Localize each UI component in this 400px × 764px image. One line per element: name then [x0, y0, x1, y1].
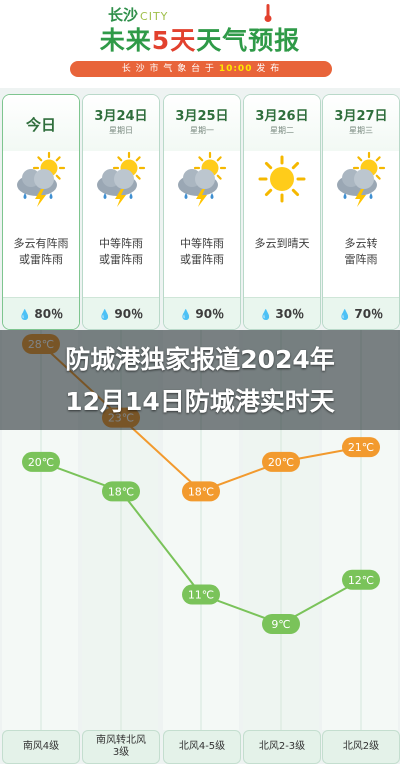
high-temp-point: [342, 437, 380, 458]
headline-overlay: 防城港独家报道2024年 12月14日防城港实时天: [0, 330, 400, 430]
raindrop-icon: 💧: [18, 310, 31, 321]
city-name: 长沙: [108, 6, 139, 24]
cloud-sun-thunder-rain-icon: [178, 151, 227, 207]
rain-probability: 💧 70％: [323, 297, 399, 329]
day-condition: 多云到晴天: [254, 237, 310, 250]
day-card: 今日 多云有阵雨 或雷阵雨 💧 80％: [2, 94, 80, 330]
day-card: 3月27日 星期三 多云转 雷阵雨 💧 70％: [322, 94, 400, 330]
low-temp-point: [182, 584, 220, 605]
page-title: 未来5天天气预报: [99, 26, 301, 55]
low-temp-point: [102, 481, 140, 502]
rain-probability: 💧 90％: [164, 297, 240, 329]
cloud-sun-thunder-rain-icon: [337, 151, 386, 207]
card-header: [244, 95, 320, 151]
day-card: 3月25日 星期一 中等阵雨 或雷阵雨 💧 90％: [163, 94, 241, 330]
day-condition: 多云有阵雨 或雷阵雨: [13, 237, 69, 266]
raindrop-icon: 💧: [338, 310, 351, 321]
rain-probability: 💧 90％: [83, 297, 159, 329]
day-date: 3月26日: [255, 109, 309, 124]
wind-label: 北风2级: [322, 730, 400, 764]
headline-line-2: 12月14日防城港实时天: [65, 387, 335, 416]
day-condition: 中等阵雨 或雷阵雨: [99, 237, 143, 266]
city-en-label: CITY: [140, 10, 169, 23]
day-date: 3月25日: [175, 109, 229, 124]
day-weekday: 星期日: [109, 126, 133, 135]
headline-line-1: 防城港独家报道2024年: [65, 345, 335, 374]
day-date: 3月24日: [94, 109, 148, 124]
raindrop-icon: 💧: [179, 310, 192, 321]
rain-probability: 💧 30％: [244, 297, 320, 329]
low-temp-label: 20℃: [28, 456, 54, 469]
day-weekday: 星期一: [190, 126, 214, 135]
card-header: [164, 95, 240, 151]
low-temp-label: 18℃: [108, 485, 134, 498]
high-temp-label: 21℃: [348, 441, 374, 454]
low-temp-label: 12℃: [348, 574, 374, 587]
low-temp-point: [262, 614, 300, 634]
day-condition: 中等阵雨 或雷阵雨: [180, 237, 224, 266]
day-condition: 多云转 雷阵雨: [344, 237, 378, 266]
card-header: [3, 95, 79, 151]
cloud-sun-thunder-rain-icon: [97, 151, 146, 207]
card-header: [83, 95, 159, 151]
low-temp-point: [342, 569, 380, 590]
city-title: 长沙 CITY: [108, 4, 168, 25]
raindrop-icon: 💧: [259, 310, 272, 321]
rain-probability: 💧 80％: [3, 297, 79, 329]
sun-icon: [258, 155, 306, 203]
publish-bar: 长 沙 市 气 象 台 于 10:00 发 布: [70, 61, 332, 77]
day-card: 3月24日 星期日 中等阵雨 或雷阵雨 💧 90％: [82, 94, 160, 330]
wind-label: 南风转北风 3级: [82, 730, 160, 764]
thermometer-icon: [264, 4, 272, 22]
low-temp-label: 9℃: [271, 618, 290, 631]
card-header: [323, 95, 399, 151]
low-temp-label: 11℃: [188, 589, 214, 602]
day-weekday: 星期三: [349, 126, 373, 135]
wind-label: 北风4-5级: [163, 730, 241, 764]
wind-label: 南风4级: [2, 730, 80, 764]
high-temp-point: [182, 481, 220, 502]
low-temp-point: [22, 451, 60, 472]
publish-time: 10:00: [218, 64, 253, 74]
wind-label: 北风2-3级: [243, 730, 321, 764]
raindrop-icon: 💧: [98, 310, 111, 321]
day-card: 3月26日 星期二 多云到晴天 💧 30％: [243, 94, 321, 330]
day-weekday: 星期二: [270, 126, 294, 135]
high-temp-point: [262, 451, 300, 472]
header: 长沙 CITY 未来5天天气预报 长 沙 市 气 象 台 于 10:00 发 布: [0, 0, 400, 88]
day-date: 今日: [25, 116, 56, 134]
high-temp-label: 20℃: [268, 456, 294, 469]
high-temp-label: 18℃: [188, 485, 214, 498]
day-date: 3月27日: [334, 109, 388, 124]
cloud-sun-thunder-rain-icon: [17, 151, 66, 207]
